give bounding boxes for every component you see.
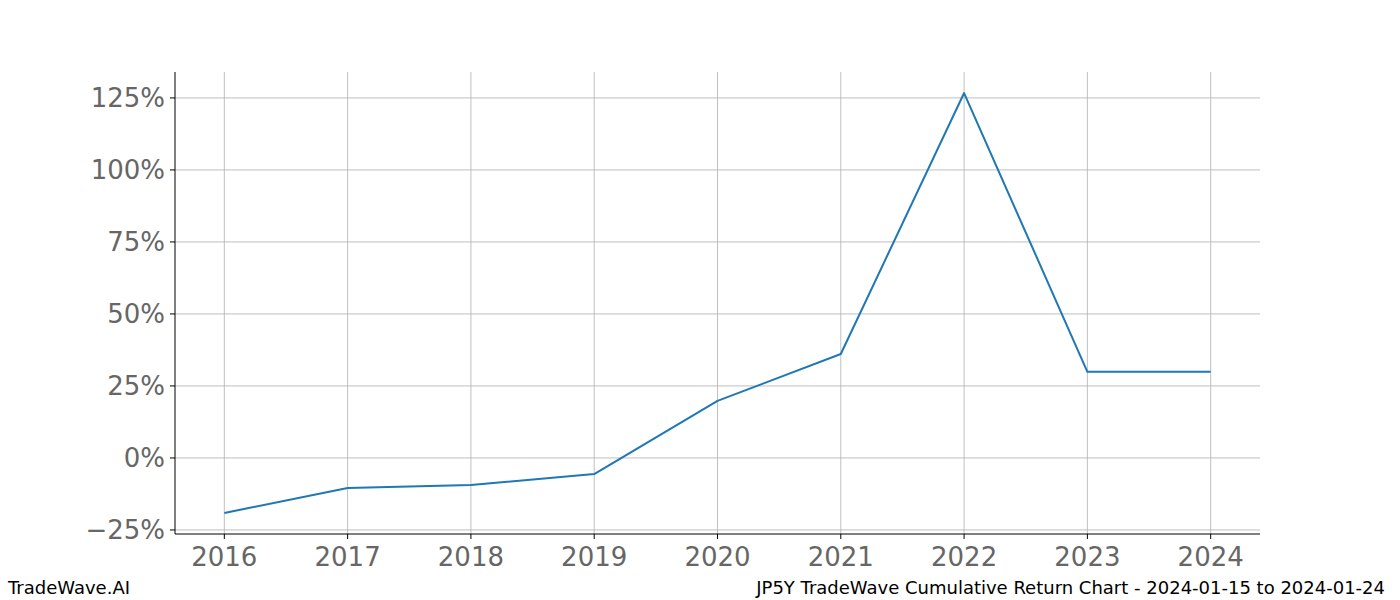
x-tick bbox=[224, 534, 225, 539]
x-tick-label: 2016 bbox=[191, 542, 257, 572]
return-line bbox=[224, 93, 1210, 513]
plot-area bbox=[224, 93, 1210, 513]
x-tick-label: 2022 bbox=[931, 542, 997, 572]
x-tick-label: 2024 bbox=[1178, 542, 1244, 572]
y-tick bbox=[170, 169, 175, 170]
y-grid-line bbox=[175, 169, 1260, 170]
y-tick bbox=[170, 529, 175, 530]
x-tick-label: 2018 bbox=[438, 542, 504, 572]
x-grid-line bbox=[840, 72, 841, 534]
y-tick bbox=[170, 313, 175, 314]
y-grid-line bbox=[175, 457, 1260, 458]
y-grid-line bbox=[175, 529, 1260, 530]
x-grid-line bbox=[1210, 72, 1211, 534]
x-grid-line bbox=[964, 72, 965, 534]
y-tick-label: 50% bbox=[107, 299, 165, 329]
y-tick-label: 100% bbox=[91, 155, 165, 185]
x-tick bbox=[594, 534, 595, 539]
x-tick bbox=[964, 534, 965, 539]
x-tick-label: 2017 bbox=[315, 542, 381, 572]
y-grid-line bbox=[175, 241, 1260, 242]
y-tick-label: 125% bbox=[91, 83, 165, 113]
x-tick bbox=[1087, 534, 1088, 539]
x-tick-label: 2021 bbox=[808, 542, 874, 572]
x-tick bbox=[347, 534, 348, 539]
x-tick bbox=[840, 534, 841, 539]
chart: 2016 2017 2018 2019 2020 2021 2022 2023 2024 −25%… bbox=[0, 0, 1400, 600]
x-grid-line bbox=[594, 72, 595, 534]
y-grid-line bbox=[175, 97, 1260, 98]
y-tick-label: 0% bbox=[124, 443, 165, 473]
x-tick bbox=[717, 534, 718, 539]
x-grid-line bbox=[717, 72, 718, 534]
y-tick bbox=[170, 385, 175, 386]
x-grid-line bbox=[224, 72, 225, 534]
x-grid-line bbox=[470, 72, 471, 534]
x-grid-line bbox=[347, 72, 348, 534]
x-tick-label: 2020 bbox=[684, 542, 750, 572]
y-tick bbox=[170, 241, 175, 242]
y-tick bbox=[170, 97, 175, 98]
x-tick-label: 2023 bbox=[1054, 542, 1120, 572]
chart-root: 2016 2017 2018 2019 2020 2021 2022 2023 2024 −25%… bbox=[0, 0, 1400, 600]
y-axis-line bbox=[175, 72, 176, 534]
y-tick-label: −25% bbox=[85, 515, 165, 545]
y-grid-line bbox=[175, 313, 1260, 314]
x-tick bbox=[470, 534, 471, 539]
x-axis-line bbox=[175, 534, 1260, 535]
source: TradeWave.AI bbox=[7, 577, 130, 598]
x-tick-label: 2019 bbox=[561, 542, 627, 572]
y-tick-label: 25% bbox=[107, 371, 165, 401]
y-grid-line bbox=[175, 385, 1260, 386]
x-grid-line bbox=[1087, 72, 1088, 534]
y-tick bbox=[170, 457, 175, 458]
x-tick bbox=[1210, 534, 1211, 539]
title: JP5Y TradeWave Cumulative Return Chart -… bbox=[755, 577, 1385, 598]
y-tick-label: 75% bbox=[107, 227, 165, 257]
grid bbox=[175, 72, 1260, 534]
